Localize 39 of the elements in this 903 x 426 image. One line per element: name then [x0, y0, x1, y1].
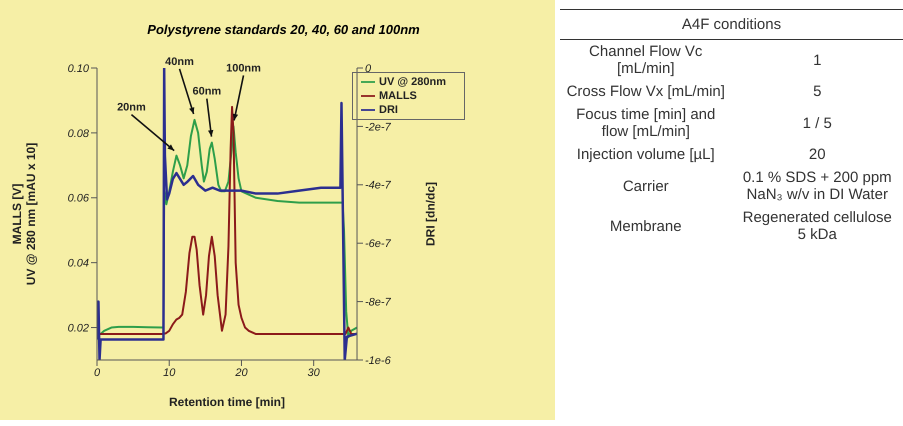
x-tick-label: 30 [308, 366, 321, 379]
text: Regenerated cellulose 5 kDa [742, 208, 893, 245]
y2-tick-label: -6e-7 [365, 238, 392, 250]
legend-label: MALLS [379, 90, 417, 102]
y2-axis-title: DRI [dn/dc] [423, 182, 438, 246]
text: 0.1 % SDS + 200 ppm NaN₃ w/v in DI Water [742, 168, 893, 205]
text: 1 [812, 50, 822, 70]
text: 5 [812, 82, 822, 102]
legend-label: UV @ 280nm [379, 76, 446, 88]
legend-label: DRI [379, 104, 398, 116]
x-tick-label: 20 [234, 366, 248, 379]
annotation: 60nm [192, 86, 222, 98]
y-axis-title: MALLS [V] UV @ 280 nm [mAU x 10] [10, 142, 38, 286]
y2-tick-label: 0 [365, 62, 372, 75]
y-tick-label: 0.10 [68, 62, 90, 75]
annotation: 100nm [226, 62, 262, 74]
category-label: Membrane [608, 216, 683, 236]
chart-title: Polystyrene standards 20, 40, 60 and 100nm [146, 22, 421, 37]
category-label: Channel Flow Vc [mL/min] [588, 42, 704, 79]
category-label: Focus time [min] and flow [mL/min] [575, 105, 716, 142]
y2-tick-label: -4e-7 [365, 180, 392, 192]
y-tick-label: 0.06 [68, 192, 90, 205]
x-tick-label: 10 [163, 366, 176, 379]
category-label: Carrier [622, 176, 670, 196]
category-label: Cross Flow Vx [mL/min] [566, 82, 726, 102]
text: 1 / 5 [802, 114, 833, 134]
x-tick-label: 0 [94, 366, 101, 379]
text: A4F conditions [560, 9, 903, 40]
y2-tick-label: -2e-7 [365, 121, 392, 134]
annotation: 20nm [117, 102, 146, 114]
y-tick-label: 0.08 [68, 128, 90, 140]
y2-tick-label: -8e-7 [365, 296, 392, 309]
annotation: 40nm [165, 56, 194, 68]
y-tick-label: 0.02 [68, 322, 89, 334]
y-tick-label: 0.04 [68, 258, 89, 270]
category-label: Injection volume [µL] [576, 145, 716, 165]
y2-tick-label: -1e-6 [365, 354, 392, 367]
text: 20 [808, 145, 827, 165]
x-axis-title: Retention time [min] [169, 395, 286, 409]
